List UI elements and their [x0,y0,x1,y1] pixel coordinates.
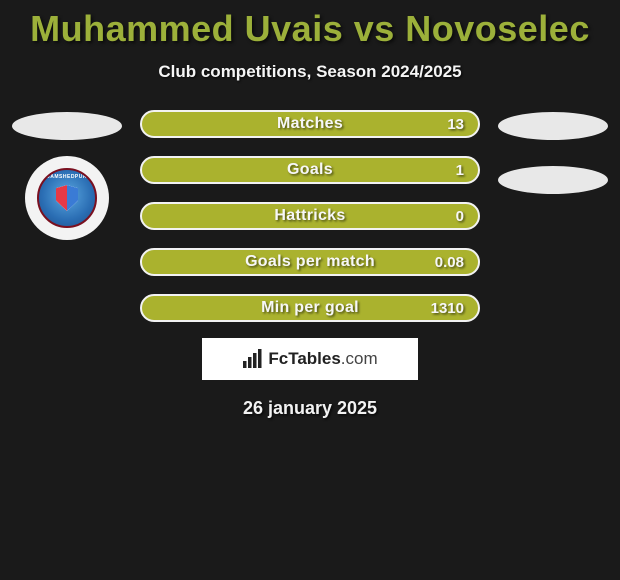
page-title: Muhammed Uvais vs Novoselec [0,8,620,50]
stat-value-right: 13 [447,116,464,133]
stat-label: Matches [277,115,343,133]
stat-row-goals: Goals 1 [140,156,480,184]
main-row: JAMSHEDPUR Matches 13 Goals 1 Hattricks … [0,110,620,322]
player-photo-placeholder-left [12,112,122,140]
club-badge-left: JAMSHEDPUR [25,156,109,240]
subtitle: Club competitions, Season 2024/2025 [0,62,620,82]
stat-label: Hattricks [274,207,345,225]
stat-label: Goals per match [245,253,375,271]
stat-label: Goals [287,161,333,179]
stat-row-hattricks: Hattricks 0 [140,202,480,230]
branding-text: FcTables.com [268,349,377,369]
stat-value-right: 0 [456,208,464,225]
stat-row-matches: Matches 13 [140,110,480,138]
left-player-col: JAMSHEDPUR [12,110,122,240]
stat-value-right: 1310 [431,300,464,317]
stat-label: Min per goal [261,299,359,317]
player-photo-placeholder-right-1 [498,112,608,140]
stat-row-goals-per-match: Goals per match 0.08 [140,248,480,276]
brand-suffix: .com [341,349,378,368]
branding-box[interactable]: FcTables.com [202,338,418,380]
right-player-col [498,110,608,194]
brand-name: FcTables [268,349,340,368]
jamshedpur-badge-icon: JAMSHEDPUR [37,168,97,228]
stats-column: Matches 13 Goals 1 Hattricks 0 Goals per… [140,110,480,322]
barchart-icon [242,349,264,369]
stat-row-min-per-goal: Min per goal 1310 [140,294,480,322]
stat-value-right: 1 [456,162,464,179]
stat-value-right: 0.08 [435,254,464,271]
player-photo-placeholder-right-2 [498,166,608,194]
date-label: 26 january 2025 [0,398,620,419]
comparison-card: Muhammed Uvais vs Novoselec Club competi… [0,0,620,419]
